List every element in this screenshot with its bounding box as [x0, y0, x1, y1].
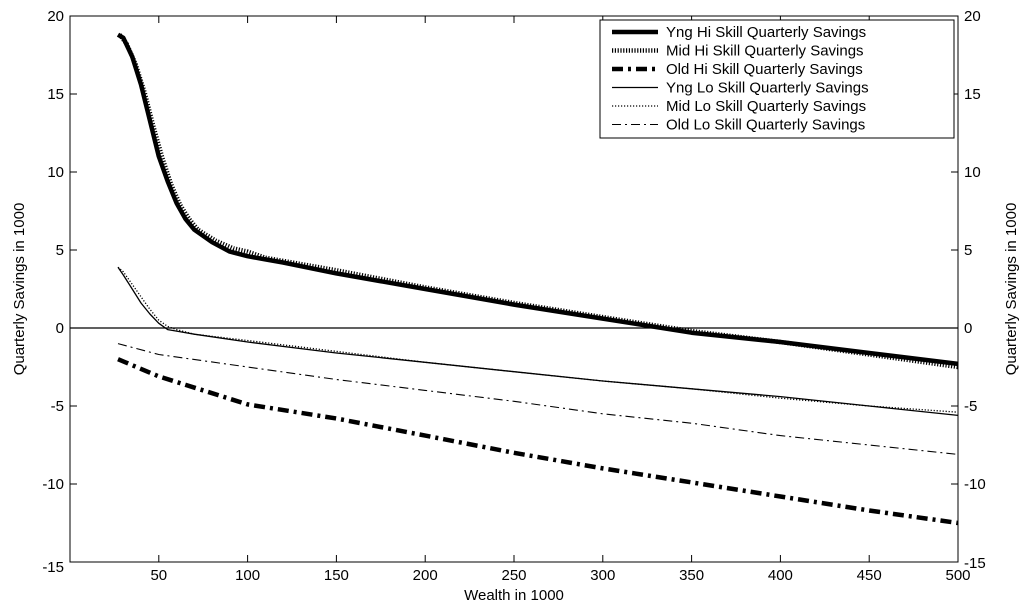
y-axis-title-left: Quarterly Savings in 1000 — [11, 203, 28, 376]
legend-label-6: Old Lo Skill Quarterly Savings — [666, 117, 865, 134]
x-tick-label: 100 — [235, 567, 260, 584]
y-tick-label-right: 10 — [964, 164, 981, 181]
legend-label-5: Mid Lo Skill Quarterly Savings — [666, 98, 866, 115]
legend-label-3: Old Hi Skill Quarterly Savings — [666, 61, 863, 78]
x-tick-label: 50 — [150, 567, 167, 584]
y-tick-label-right: 0 — [964, 320, 972, 337]
x-tick-label: 450 — [857, 567, 882, 584]
y-tick-label-right: -15 — [964, 555, 986, 572]
x-tick-label: 400 — [768, 567, 793, 584]
y-tick-label-left: 20 — [47, 8, 64, 25]
x-tick-label: 350 — [679, 567, 704, 584]
legend-label-2: Mid Hi Skill Quarterly Savings — [666, 43, 864, 60]
legend-box — [599, 19, 955, 139]
legend-label-1: Yng Hi Skill Quarterly Savings — [666, 24, 866, 41]
y-tick-label-left: -10 — [42, 476, 64, 493]
y-tick-label-left: 5 — [56, 242, 64, 259]
series-line-3 — [117, 357, 959, 526]
series-line-4 — [117, 266, 959, 417]
y-axis-title-right: Quarterly Savings in 1000 — [1003, 203, 1020, 376]
y-tick-label-right: 15 — [964, 86, 981, 103]
x-tick-label: 200 — [413, 567, 438, 584]
series-line-5 — [117, 266, 959, 413]
y-tick-label-left: 0 — [56, 320, 64, 337]
y-tick-label-left: 10 — [47, 164, 64, 181]
x-axis-title: Wealth in 1000 — [464, 587, 564, 604]
y-tick-label-right: 20 — [964, 8, 981, 25]
x-tick-label: 500 — [945, 567, 970, 584]
y-tick-label-left: -15 — [42, 559, 64, 576]
x-tick-label: 300 — [590, 567, 615, 584]
y-tick-label-right: 5 — [964, 242, 972, 259]
y-tick-label-right: -10 — [964, 476, 986, 493]
x-tick-label: 250 — [501, 567, 526, 584]
y-tick-label-right: -5 — [964, 398, 977, 415]
y-tick-label-left: 15 — [47, 86, 64, 103]
series-line-6 — [117, 343, 959, 455]
y-tick-label-left: -5 — [51, 398, 64, 415]
series-line-2 — [117, 33, 959, 370]
x-tick-label: 150 — [324, 567, 349, 584]
legend-label-4: Yng Lo Skill Quarterly Savings — [666, 80, 869, 97]
